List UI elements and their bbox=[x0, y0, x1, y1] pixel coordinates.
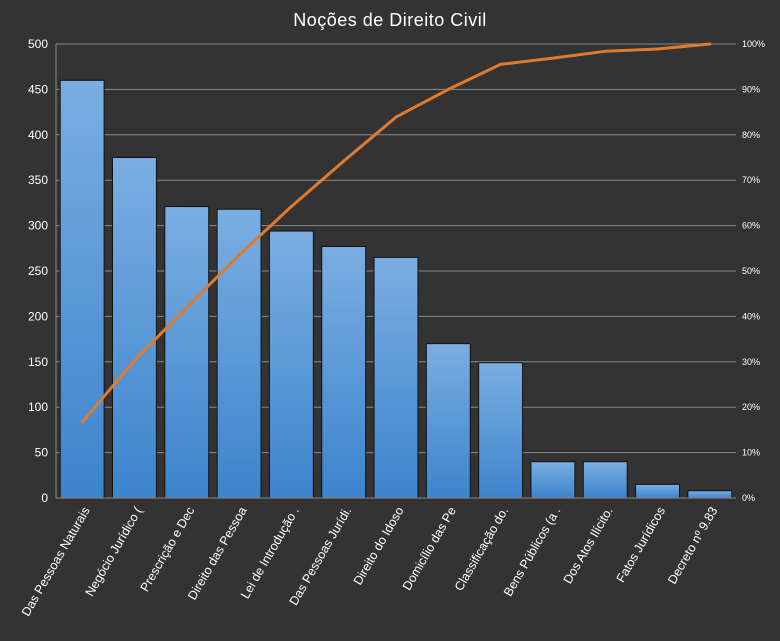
x-tick-label: Fatos Jurídicos bbox=[614, 505, 669, 585]
bar bbox=[59, 79, 105, 499]
bar bbox=[635, 483, 681, 499]
bar bbox=[530, 461, 576, 499]
y-tick-label: 350 bbox=[28, 173, 48, 187]
x-tick-label: Negócio Jurídico ( bbox=[83, 504, 146, 599]
y-tick-label: 50 bbox=[35, 446, 49, 460]
x-tick-label: Decreto nº 9.83 bbox=[665, 504, 720, 586]
bar bbox=[582, 461, 628, 499]
y2-tick-label: 60% bbox=[742, 221, 760, 231]
bar bbox=[321, 245, 367, 499]
bar bbox=[478, 362, 524, 499]
y-tick-label: 300 bbox=[28, 219, 48, 233]
y-tick-label: 100 bbox=[28, 400, 48, 414]
y-tick-label: 150 bbox=[28, 355, 48, 369]
x-tick-label: Bens Públicos (a . bbox=[501, 505, 563, 599]
bar bbox=[216, 208, 262, 499]
axes bbox=[55, 44, 736, 499]
x-tick-label: Prescrição e Dec bbox=[138, 505, 198, 594]
y2-tick-label: 30% bbox=[742, 357, 760, 367]
y-tick-label: 500 bbox=[28, 37, 48, 51]
cumulative-line bbox=[80, 42, 712, 424]
y2-tick-label: 80% bbox=[742, 130, 760, 140]
y2-tick-label: 70% bbox=[742, 175, 760, 185]
x-tick-label: Das Pessoas Naturais bbox=[19, 505, 93, 619]
bar bbox=[687, 490, 733, 499]
bar bbox=[164, 206, 210, 499]
y2-tick-label: 50% bbox=[742, 266, 760, 276]
y2-tick-label: 20% bbox=[742, 402, 760, 412]
x-tick-label: Direito das Pessoa bbox=[185, 504, 250, 602]
bar bbox=[111, 157, 157, 499]
bar bbox=[373, 256, 419, 499]
x-tick-label: Domicílio das Pe bbox=[400, 504, 459, 592]
x-tick-label: Classificação do. bbox=[452, 504, 511, 593]
y-tick-label: 250 bbox=[28, 264, 48, 278]
y2-tick-label: 90% bbox=[742, 84, 760, 94]
y2-tick-label: 0% bbox=[742, 493, 755, 503]
y-tick-label: 200 bbox=[28, 309, 48, 323]
bar-series bbox=[59, 79, 733, 499]
y-tick-label: 400 bbox=[28, 128, 48, 142]
bar bbox=[425, 343, 471, 499]
bar bbox=[268, 230, 314, 499]
y2-tick-label: 40% bbox=[742, 311, 760, 321]
cumulative-line-series bbox=[80, 42, 712, 424]
x-tick-label: Dos Atos Ilícito. bbox=[561, 505, 616, 587]
y-tick-label: 0 bbox=[41, 491, 48, 505]
x-tick-label: Lei de Introdução . bbox=[238, 505, 302, 602]
y2-tick-label: 100% bbox=[742, 39, 765, 49]
chart-title: Noções de Direito Civil bbox=[293, 10, 487, 30]
y2-tick-label: 10% bbox=[742, 448, 760, 458]
y-tick-label: 450 bbox=[28, 82, 48, 96]
x-tick-label: Direito do Idoso bbox=[351, 504, 407, 587]
